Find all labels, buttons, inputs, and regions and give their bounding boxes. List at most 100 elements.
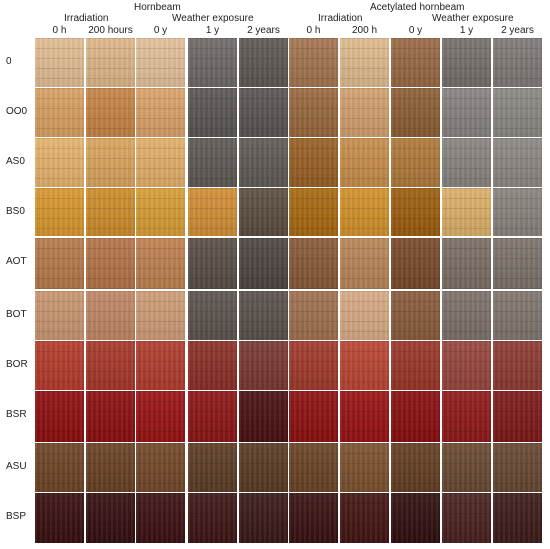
wood-sample-swatch: [391, 443, 440, 492]
wood-sample-swatch: [239, 38, 288, 87]
wood-sample-swatch: [35, 443, 84, 492]
wood-sample-swatch: [188, 341, 237, 390]
column-label: 0 y: [153, 25, 168, 36]
wood-sample-swatch: [86, 443, 135, 492]
column-label: 1 y: [205, 25, 220, 36]
wood-sample-swatch: [442, 138, 491, 187]
wood-sample-swatch: [493, 238, 542, 289]
wood-sample-swatch: [493, 138, 542, 187]
wood-sample-swatch: [493, 341, 542, 390]
wood-sample-swatch: [86, 238, 135, 289]
wood-sample-swatch: [289, 493, 338, 543]
wood-sample-swatch: [35, 88, 84, 137]
wood-sample-swatch: [493, 88, 542, 137]
wood-sample-swatch: [35, 341, 84, 390]
wood-sample-swatch: [239, 188, 288, 236]
wood-sample-swatch: [493, 188, 542, 236]
wood-sample-swatch: [493, 443, 542, 492]
wood-sample-swatch: [289, 88, 338, 137]
wood-sample-swatch: [86, 291, 135, 340]
hornbeam-group-title: Hornbeam: [134, 2, 181, 13]
wood-sample-swatch: [136, 493, 185, 543]
row-label: AOT: [6, 256, 27, 267]
row-label: BS0: [6, 206, 25, 217]
wood-sample-swatch: [442, 493, 491, 543]
wood-sample-swatch: [493, 38, 542, 87]
wood-sample-swatch: [391, 138, 440, 187]
wood-sample-swatch: [493, 391, 542, 442]
column-label: 0 y: [408, 25, 423, 36]
wood-sample-swatch: [86, 188, 135, 236]
wood-sample-swatch: [391, 493, 440, 543]
row-label: AS0: [6, 156, 25, 167]
column-label: 0 h: [306, 25, 321, 36]
wood-sample-swatch: [442, 38, 491, 87]
acetylated-group-title: Acetylated hornbeam: [370, 2, 465, 13]
wood-sample-swatch: [239, 88, 288, 137]
wood-sample-swatch: [391, 238, 440, 289]
wood-sample-swatch: [442, 443, 491, 492]
wood-sample-swatch: [340, 88, 389, 137]
hornbeam-weather-label: Weather exposure: [172, 13, 254, 24]
wood-sample-swatch: [86, 493, 135, 543]
hornbeam-irradiation-label: Irradiation: [64, 13, 109, 24]
wood-sample-swatch: [86, 341, 135, 390]
column-label: 0 h: [52, 25, 67, 36]
wood-sample-swatch: [340, 38, 389, 87]
wood-sample-swatch: [35, 188, 84, 236]
wood-sample-swatch: [442, 188, 491, 236]
wood-sample-swatch: [289, 188, 338, 236]
wood-sample-swatch: [188, 88, 237, 137]
column-label: 1 y: [459, 25, 474, 36]
wood-sample-swatch: [289, 291, 338, 340]
wood-sample-swatch: [442, 391, 491, 442]
wood-sample-swatch: [289, 238, 338, 289]
wood-sample-swatch: [35, 138, 84, 187]
wood-sample-swatch: [136, 188, 185, 236]
wood-sample-swatch: [86, 138, 135, 187]
wood-sample-swatch: [340, 443, 389, 492]
wood-sample-swatch: [442, 238, 491, 289]
column-label: 2 years: [501, 25, 534, 36]
wood-sample-swatch: [289, 38, 338, 87]
row-label: 0: [6, 56, 12, 67]
wood-sample-swatch: [289, 138, 338, 187]
wood-sample-swatch: [35, 391, 84, 442]
wood-sample-swatch: [188, 493, 237, 543]
wood-sample-swatch: [239, 238, 288, 289]
wood-sample-swatch: [340, 391, 389, 442]
wood-sample-swatch: [188, 38, 237, 87]
wood-sample-swatch: [86, 391, 135, 442]
wood-sample-swatch: [442, 88, 491, 137]
row-label: BOR: [6, 359, 28, 370]
wood-sample-swatch: [391, 291, 440, 340]
wood-sample-swatch: [340, 291, 389, 340]
wood-sample-swatch: [86, 88, 135, 137]
wood-sample-swatch: [391, 391, 440, 442]
wood-sample-swatch: [188, 188, 237, 236]
wood-sample-swatch: [35, 291, 84, 340]
row-label: BOT: [6, 309, 27, 320]
wood-sample-swatch: [340, 341, 389, 390]
wood-sample-swatch: [188, 238, 237, 289]
wood-sample-swatch: [136, 291, 185, 340]
row-label: OO0: [6, 106, 28, 117]
wood-sample-swatch: [391, 38, 440, 87]
wood-sample-swatch: [289, 391, 338, 442]
acetylated-weather-label: Weather exposure: [432, 13, 514, 24]
wood-sample-swatch: [391, 88, 440, 137]
wood-sample-swatch: [340, 238, 389, 289]
wood-sample-swatch: [136, 341, 185, 390]
wood-sample-swatch: [391, 341, 440, 390]
wood-sample-swatch: [136, 88, 185, 137]
wood-sample-swatch: [35, 238, 84, 289]
wood-sample-swatch: [136, 443, 185, 492]
wood-sample-swatch: [239, 291, 288, 340]
row-label: ASU: [6, 461, 27, 472]
wood-sample-swatch: [136, 38, 185, 87]
wood-sample-swatch: [188, 391, 237, 442]
wood-sample-swatch: [493, 291, 542, 340]
column-label: 2 years: [247, 25, 280, 36]
wood-sample-swatch: [289, 341, 338, 390]
wood-sample-swatch: [188, 291, 237, 340]
